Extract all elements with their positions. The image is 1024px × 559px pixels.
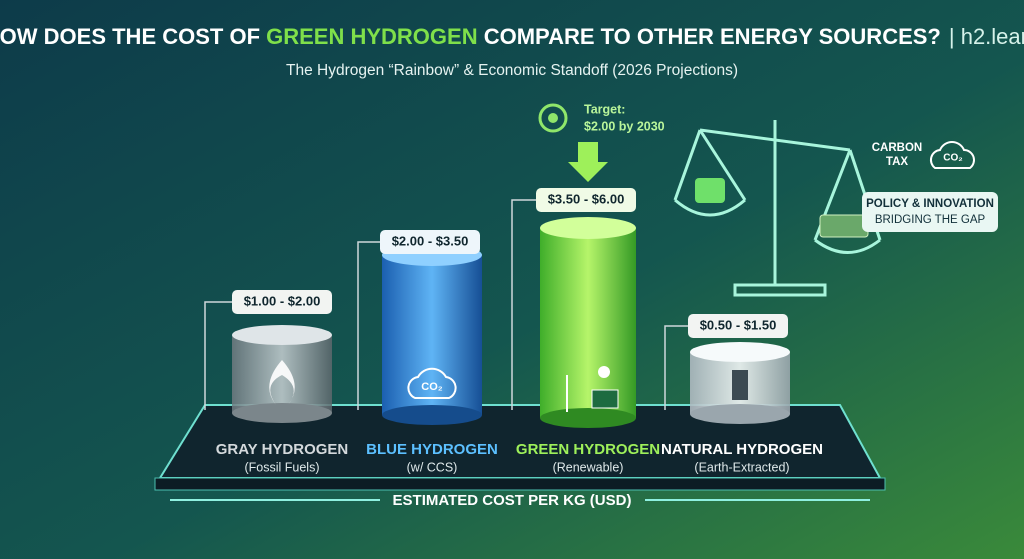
- weight: [695, 178, 725, 203]
- subtitle: The Hydrogen “Rainbow” & Economic Stando…: [286, 62, 738, 79]
- cylinder-bottom: [232, 403, 332, 423]
- cylinder-top: [690, 342, 790, 362]
- price: $2.00 - $3.50: [392, 233, 469, 248]
- co2-icon-label: CO₂: [943, 153, 962, 164]
- price-tag: [380, 230, 480, 254]
- blue-cylinder: CO₂: [382, 244, 482, 425]
- source-detail: (Earth-Extracted): [694, 460, 789, 474]
- leader-line: [664, 325, 692, 410]
- source-name: GRAY HYDROGEN: [216, 441, 349, 458]
- drill-icon: [732, 370, 748, 400]
- cylinder-top: [540, 217, 636, 239]
- scale-pan: [673, 129, 747, 217]
- axis-label: ESTIMATED COST PER KG (USD): [393, 492, 632, 509]
- price: $3.50 - $6.00: [548, 191, 625, 206]
- target-arrow: [568, 142, 608, 182]
- target-icon: [548, 113, 558, 123]
- price: $0.50 - $1.50: [700, 317, 777, 332]
- scale-beam: [699, 128, 851, 152]
- co2-icon-label: CO₂: [421, 381, 443, 393]
- cylinder-bottom: [540, 408, 636, 428]
- sun-icon: [598, 366, 610, 378]
- cylinder-body: [540, 228, 636, 418]
- note: BRIDGING THE GAP: [875, 214, 986, 226]
- price-tag: [232, 290, 332, 314]
- price-tag: [688, 314, 788, 338]
- source-name: NATURAL HYDROGEN: [661, 441, 823, 458]
- balance-scale: [673, 120, 882, 297]
- leader-line: [511, 199, 540, 410]
- price: $1.00 - $2.00: [244, 293, 321, 308]
- cloud-icon: [407, 367, 457, 399]
- leader-line: [357, 241, 385, 410]
- source-detail: (Renewable): [553, 460, 624, 474]
- natural-cylinder: [690, 342, 790, 424]
- gray-cylinder: [232, 325, 332, 423]
- source-detail: (w/ CCS): [407, 460, 458, 474]
- scale-base: [733, 283, 827, 297]
- cloud-icon: [929, 141, 975, 169]
- title: HOW DOES THE COST OF GREEN HYDROGEN COMP…: [0, 24, 1024, 49]
- target-value: $2.00 by 2030: [584, 119, 665, 133]
- leader-line: [204, 301, 238, 410]
- title-part: COMPARE TO OTHER ENERGY SOURCES?: [478, 24, 941, 49]
- cylinder-body: [382, 255, 482, 415]
- source-detail: (Fossil Fuels): [244, 460, 319, 474]
- note-box: [862, 192, 998, 232]
- brand: | h2.learn: [949, 24, 1024, 49]
- source-name: BLUE HYDROGEN: [366, 441, 498, 458]
- flame-icon: [269, 360, 295, 405]
- carbon-tax: CARBON: [872, 142, 922, 154]
- carbon-tax: TAX: [886, 156, 908, 168]
- solar-icon: [591, 389, 619, 409]
- green-cylinder: [540, 217, 636, 428]
- money-stack: [819, 214, 869, 238]
- title-highlight: GREEN HYDROGEN: [266, 24, 477, 49]
- target-label: Target:: [584, 102, 625, 116]
- note: POLICY & INNOVATION: [866, 198, 994, 210]
- cylinder-bottom: [690, 404, 790, 424]
- target-icon: [538, 103, 568, 133]
- price-tags: [204, 199, 692, 410]
- title-part: HOW DOES THE COST OF: [0, 24, 266, 49]
- cylinder-bottom: [382, 405, 482, 425]
- cylinder-top: [232, 325, 332, 345]
- platform-edge: [154, 477, 886, 491]
- price-tag: [536, 188, 636, 212]
- source-name: GREEN HYDROGEN: [516, 441, 660, 458]
